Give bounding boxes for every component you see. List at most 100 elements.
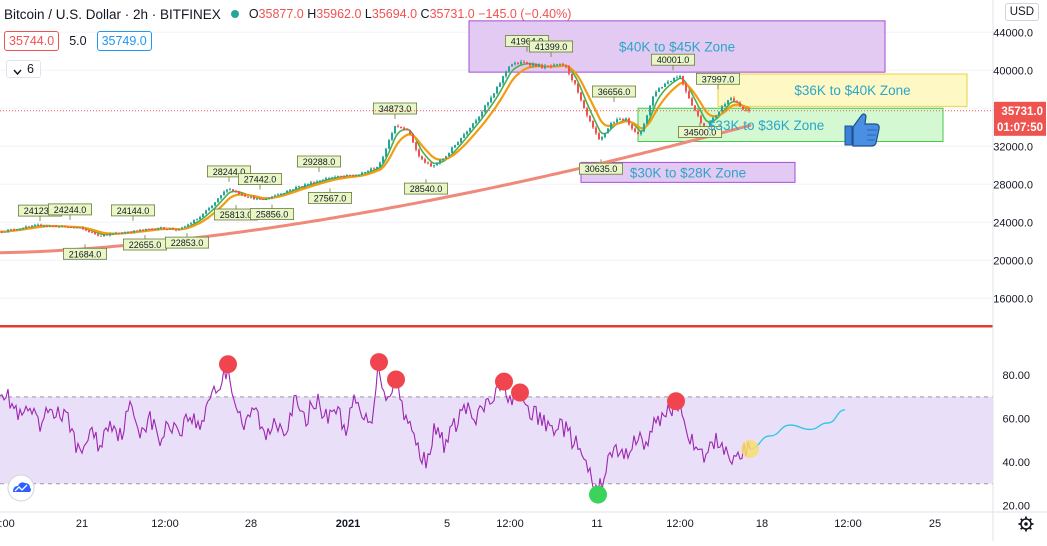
- candle-body[interactable]: [109, 233, 111, 236]
- candle-body[interactable]: [358, 175, 360, 176]
- candle-body[interactable]: [646, 115, 648, 124]
- candle-body[interactable]: [4, 231, 6, 233]
- candle-body[interactable]: [142, 229, 144, 231]
- candle-body[interactable]: [7, 229, 9, 232]
- candle-body[interactable]: [463, 134, 465, 138]
- candle-body[interactable]: [46, 225, 48, 227]
- candle-body[interactable]: [211, 205, 213, 209]
- candle-body[interactable]: [649, 105, 651, 116]
- candle-body[interactable]: [367, 171, 369, 173]
- candle-body[interactable]: [622, 119, 624, 121]
- candle-body[interactable]: [136, 230, 138, 232]
- candle-body[interactable]: [583, 100, 585, 109]
- candle-body[interactable]: [598, 133, 600, 140]
- candle-body[interactable]: [277, 194, 279, 196]
- candle-body[interactable]: [694, 105, 696, 111]
- candle-body[interactable]: [460, 137, 462, 143]
- candle-body[interactable]: [220, 195, 222, 199]
- candle-body[interactable]: [478, 116, 480, 121]
- candle-body[interactable]: [151, 229, 153, 230]
- candle-body[interactable]: [121, 233, 123, 235]
- candle-body[interactable]: [169, 228, 171, 230]
- candle-body[interactable]: [664, 83, 666, 87]
- pane-divider[interactable]: [0, 325, 1047, 328]
- candle-body[interactable]: [187, 224, 189, 227]
- last-price-tag[interactable]: [994, 101, 1046, 136]
- candle-body[interactable]: [703, 123, 705, 129]
- candle-body[interactable]: [436, 163, 438, 166]
- candle-body[interactable]: [244, 195, 246, 197]
- candle-body[interactable]: [376, 166, 378, 169]
- candle-body[interactable]: [283, 193, 285, 194]
- candle-body[interactable]: [739, 102, 741, 107]
- candle-body[interactable]: [748, 109, 750, 111]
- candle-body[interactable]: [592, 121, 594, 128]
- candle-body[interactable]: [544, 66, 546, 69]
- candle-body[interactable]: [493, 93, 495, 98]
- candle-body[interactable]: [640, 131, 642, 135]
- candle-body[interactable]: [628, 118, 630, 125]
- candle-body[interactable]: [334, 176, 336, 178]
- candle-body[interactable]: [448, 152, 450, 157]
- candle-body[interactable]: [43, 225, 45, 227]
- candle-body[interactable]: [403, 127, 405, 130]
- candle-body[interactable]: [271, 196, 273, 199]
- candle-body[interactable]: [34, 225, 36, 226]
- candle-body[interactable]: [337, 175, 339, 177]
- candle-body[interactable]: [700, 115, 702, 124]
- candle-body[interactable]: [301, 186, 303, 188]
- candle-body[interactable]: [532, 64, 534, 66]
- candle-body[interactable]: [67, 227, 69, 228]
- rsi-peak-marker[interactable]: [511, 383, 529, 402]
- candle-body[interactable]: [625, 118, 627, 120]
- candle-body[interactable]: [589, 115, 591, 122]
- candle-body[interactable]: [577, 83, 579, 93]
- candle-body[interactable]: [676, 77, 678, 79]
- candle-body[interactable]: [241, 193, 243, 196]
- candle-body[interactable]: [49, 225, 51, 227]
- candle-body[interactable]: [574, 80, 576, 84]
- candle-body[interactable]: [715, 115, 717, 118]
- candle-body[interactable]: [511, 64, 513, 67]
- candle-body[interactable]: [475, 120, 477, 124]
- candle-body[interactable]: [556, 64, 558, 66]
- candle-body[interactable]: [199, 217, 201, 220]
- candle-body[interactable]: [154, 229, 156, 230]
- candle-body[interactable]: [94, 232, 96, 235]
- candle-body[interactable]: [289, 189, 291, 191]
- candle-body[interactable]: [394, 126, 396, 134]
- candle-body[interactable]: [430, 163, 432, 167]
- rsi-peak-marker[interactable]: [667, 392, 685, 411]
- candle-body[interactable]: [157, 228, 159, 230]
- candle-body[interactable]: [361, 172, 363, 176]
- candle-body[interactable]: [418, 149, 420, 157]
- gear-icon[interactable]: [1018, 516, 1034, 532]
- candle-body[interactable]: [352, 175, 354, 177]
- candle-body[interactable]: [58, 226, 60, 228]
- candle-body[interactable]: [634, 128, 636, 132]
- candle-body[interactable]: [427, 162, 429, 164]
- candle-body[interactable]: [16, 229, 18, 231]
- candle-body[interactable]: [457, 142, 459, 145]
- candle-body[interactable]: [643, 123, 645, 132]
- candle-body[interactable]: [712, 117, 714, 122]
- indicators-collapse-button[interactable]: 6: [6, 60, 41, 78]
- candle-body[interactable]: [166, 229, 168, 231]
- candle-body[interactable]: [550, 66, 552, 68]
- candle-body[interactable]: [466, 131, 468, 135]
- candle-body[interactable]: [685, 83, 687, 92]
- currency-button[interactable]: USD: [1004, 3, 1039, 21]
- candle-body[interactable]: [310, 182, 312, 184]
- candle-body[interactable]: [292, 189, 294, 191]
- candle-body[interactable]: [373, 168, 375, 170]
- candle-body[interactable]: [298, 186, 300, 188]
- zone-box[interactable]: [717, 73, 968, 107]
- candle-body[interactable]: [226, 189, 228, 192]
- candle-body[interactable]: [178, 229, 180, 230]
- rsi-peak-marker[interactable]: [387, 370, 405, 389]
- candle-body[interactable]: [259, 198, 261, 200]
- candle-body[interactable]: [73, 227, 75, 229]
- candle-body[interactable]: [79, 227, 81, 229]
- candle-body[interactable]: [124, 232, 126, 234]
